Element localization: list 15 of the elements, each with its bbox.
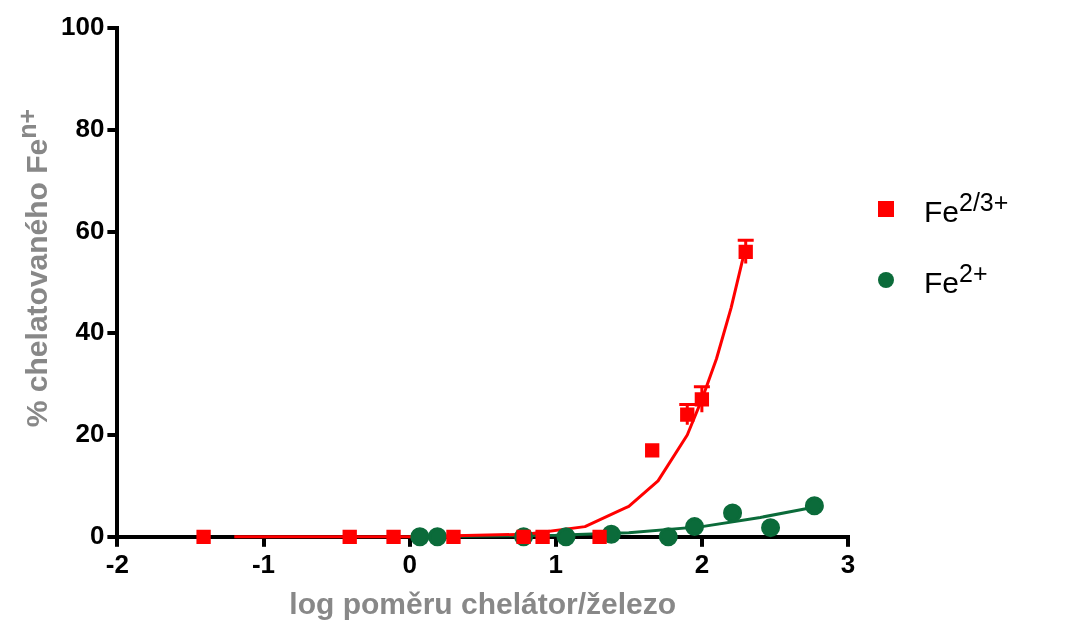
y-tick-label: 20 <box>75 418 105 449</box>
x-tick-label: -2 <box>105 548 129 579</box>
x-tick-label: -1 <box>251 548 276 579</box>
x-tick-label: 0 <box>402 548 417 579</box>
y-tick-label: 40 <box>75 316 105 347</box>
x-tick-label: 1 <box>548 548 563 579</box>
x-axis-title: log poměru chelátor/železo <box>289 587 677 621</box>
y-tick-label: 100 <box>60 11 105 42</box>
y-tick-label: 60 <box>75 214 105 245</box>
legend-label: Fe$^{2/3+}$ <box>924 188 1009 229</box>
y-tick-label: 0 <box>89 519 105 550</box>
x-tick-label: 2 <box>694 548 710 579</box>
x-tick-label: 3 <box>840 548 856 579</box>
legend-label: Fe$^{2+}$ <box>924 259 988 300</box>
y-tick-label: 80 <box>75 112 105 143</box>
